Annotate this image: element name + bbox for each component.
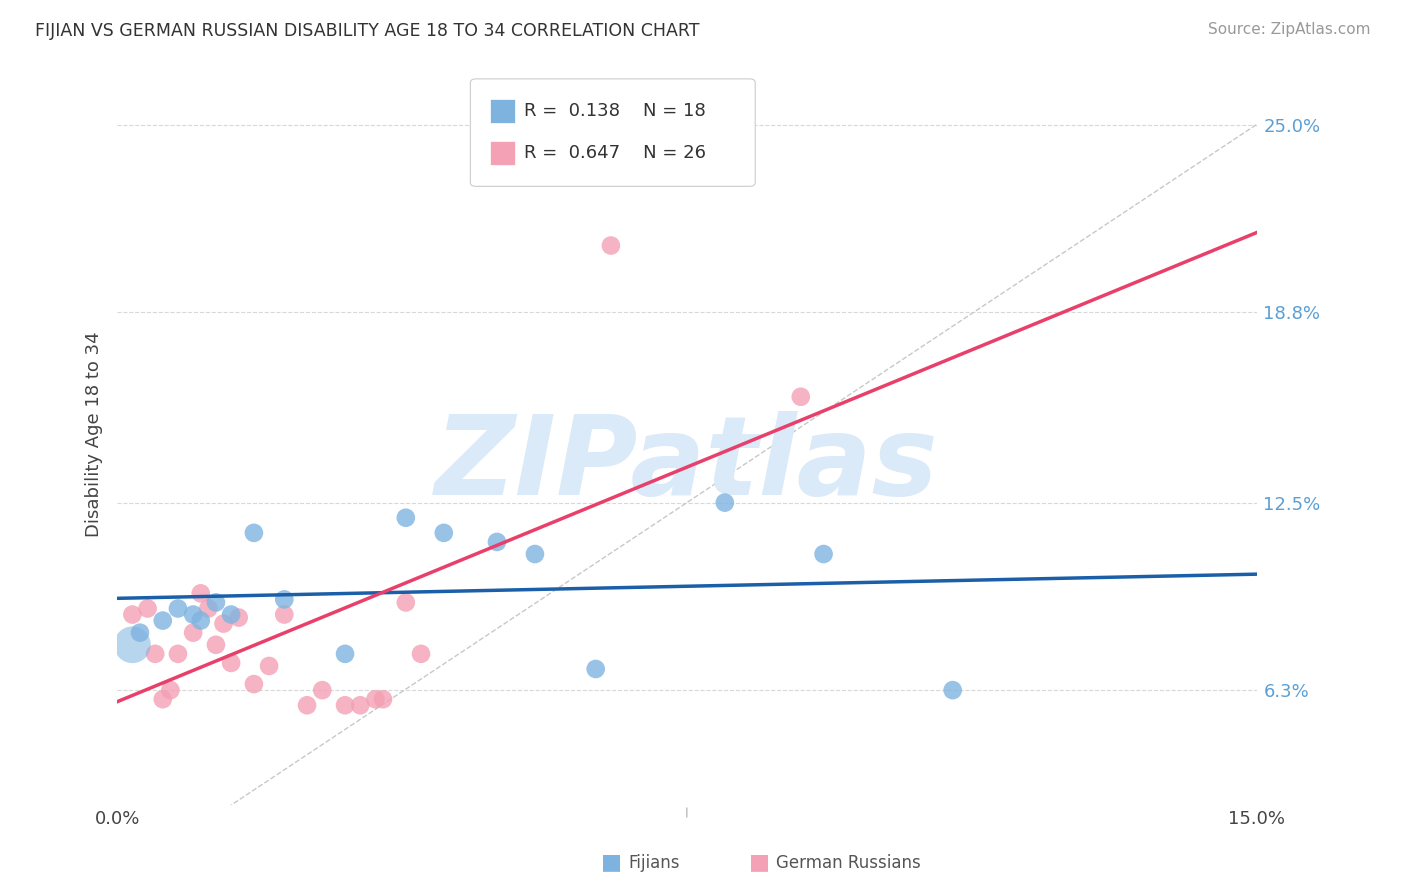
FancyBboxPatch shape: [471, 78, 755, 186]
Point: [433, 525, 456, 540]
Text: Fijians: Fijians: [628, 855, 681, 872]
Point: [813, 547, 835, 561]
Text: ZIPatlas: ZIPatlas: [434, 410, 939, 517]
Point: [395, 510, 418, 524]
Point: [349, 698, 371, 713]
Point: [219, 607, 242, 622]
Point: [159, 683, 181, 698]
Point: [257, 659, 280, 673]
Y-axis label: Disability Age 18 to 34: Disability Age 18 to 34: [86, 332, 103, 537]
FancyBboxPatch shape: [489, 99, 515, 122]
Point: [523, 547, 546, 561]
Point: [212, 616, 235, 631]
Point: [371, 692, 394, 706]
FancyBboxPatch shape: [489, 141, 515, 165]
Text: ■: ■: [602, 853, 621, 872]
Point: [395, 595, 418, 609]
Point: [205, 638, 228, 652]
Point: [585, 662, 607, 676]
Point: [121, 638, 143, 652]
Text: R =  0.138    N = 18: R = 0.138 N = 18: [524, 102, 706, 120]
Point: [167, 647, 190, 661]
Point: [152, 614, 174, 628]
Point: [409, 647, 432, 661]
Point: [243, 525, 266, 540]
Point: [273, 592, 295, 607]
Point: [295, 698, 318, 713]
Point: [333, 698, 356, 713]
Point: [311, 683, 333, 698]
Point: [333, 647, 356, 661]
Text: German Russians: German Russians: [776, 855, 921, 872]
Text: R =  0.647    N = 26: R = 0.647 N = 26: [524, 144, 706, 162]
Point: [485, 535, 508, 549]
Point: [181, 607, 204, 622]
Point: [243, 677, 266, 691]
Text: Source: ZipAtlas.com: Source: ZipAtlas.com: [1208, 22, 1371, 37]
Text: ■: ■: [749, 853, 769, 872]
Point: [121, 607, 143, 622]
Point: [273, 607, 295, 622]
Point: [190, 614, 212, 628]
Point: [942, 683, 965, 698]
Point: [190, 586, 212, 600]
Point: [129, 625, 152, 640]
Point: [181, 625, 204, 640]
Point: [152, 692, 174, 706]
Point: [136, 601, 159, 615]
Point: [364, 692, 387, 706]
Text: FIJIAN VS GERMAN RUSSIAN DISABILITY AGE 18 TO 34 CORRELATION CHART: FIJIAN VS GERMAN RUSSIAN DISABILITY AGE …: [35, 22, 700, 40]
Point: [228, 610, 250, 624]
Point: [205, 595, 228, 609]
Point: [714, 495, 737, 509]
Point: [197, 601, 219, 615]
Point: [599, 238, 621, 252]
Point: [167, 601, 190, 615]
Point: [219, 656, 242, 670]
Point: [790, 390, 813, 404]
Point: [143, 647, 166, 661]
